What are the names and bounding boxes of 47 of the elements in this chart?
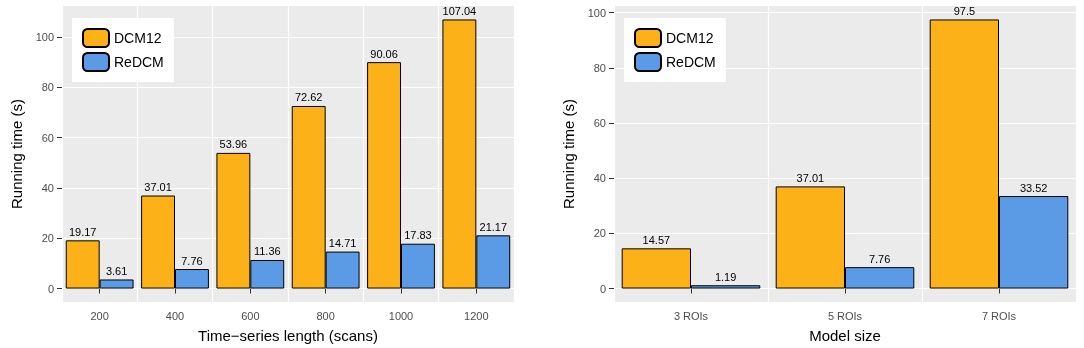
data-label: 1.19 [714,270,737,283]
y-tick-label: 60 [41,131,54,144]
x-tick-label: 1000 [388,309,414,322]
y-tick-label: 100 [35,31,54,44]
x-tick-label: 200 [90,309,109,322]
x-tick-label: 5 ROIs [827,309,863,322]
data-label: 19.17 [68,225,97,238]
data-label: 90.06 [370,47,398,60]
data-label: 11.36 [253,245,281,258]
y-axis-title: Running time (s) [560,98,577,210]
x-tick-label: 3 ROIs [673,309,709,322]
y-tick-label: 40 [593,172,606,185]
data-label: 37.01 [144,181,172,194]
data-label: 7.76 [868,252,891,265]
legend-label: ReDCM [666,54,716,70]
data-label: 3.61 [105,264,128,277]
data-label: 37.01 [796,171,825,184]
y-tick-label: 40 [41,181,54,194]
data-label: 97.5 [953,4,976,17]
legend-label: ReDCM [114,54,164,70]
legend-label: DCM12 [114,30,162,46]
x-axis-title: Time−series length (scans) [198,327,378,344]
y-tick-label: 100 [587,6,606,19]
y-tick-label: 60 [593,116,606,129]
x-tick-label: 400 [165,309,185,322]
data-label: 14.71 [328,237,357,250]
data-label: 53.96 [219,138,248,151]
y-tick-label: 0 [599,282,606,295]
data-label: 33.52 [1019,181,1048,194]
legend-label: DCM12 [666,30,714,46]
x-tick-label: 600 [241,309,260,322]
x-tick-label: 1200 [464,309,489,322]
y-axis-title: Running time (s) [8,98,25,210]
data-label: 17.83 [404,229,432,242]
data-label: 21.17 [479,220,508,233]
data-label: 14.57 [642,233,671,246]
x-tick-label: 800 [316,309,335,322]
data-label: 107.04 [442,4,477,17]
data-label: 7.76 [181,254,203,267]
y-tick-label: 0 [47,282,54,295]
y-tick-label: 80 [41,81,54,94]
x-tick-label: 7 ROIs [981,309,1017,322]
y-tick-label: 80 [593,61,606,74]
y-tick-label: 20 [593,227,606,240]
x-axis-title: Model size [809,327,881,344]
y-tick-label: 20 [41,232,54,245]
data-label: 72.62 [294,91,323,104]
